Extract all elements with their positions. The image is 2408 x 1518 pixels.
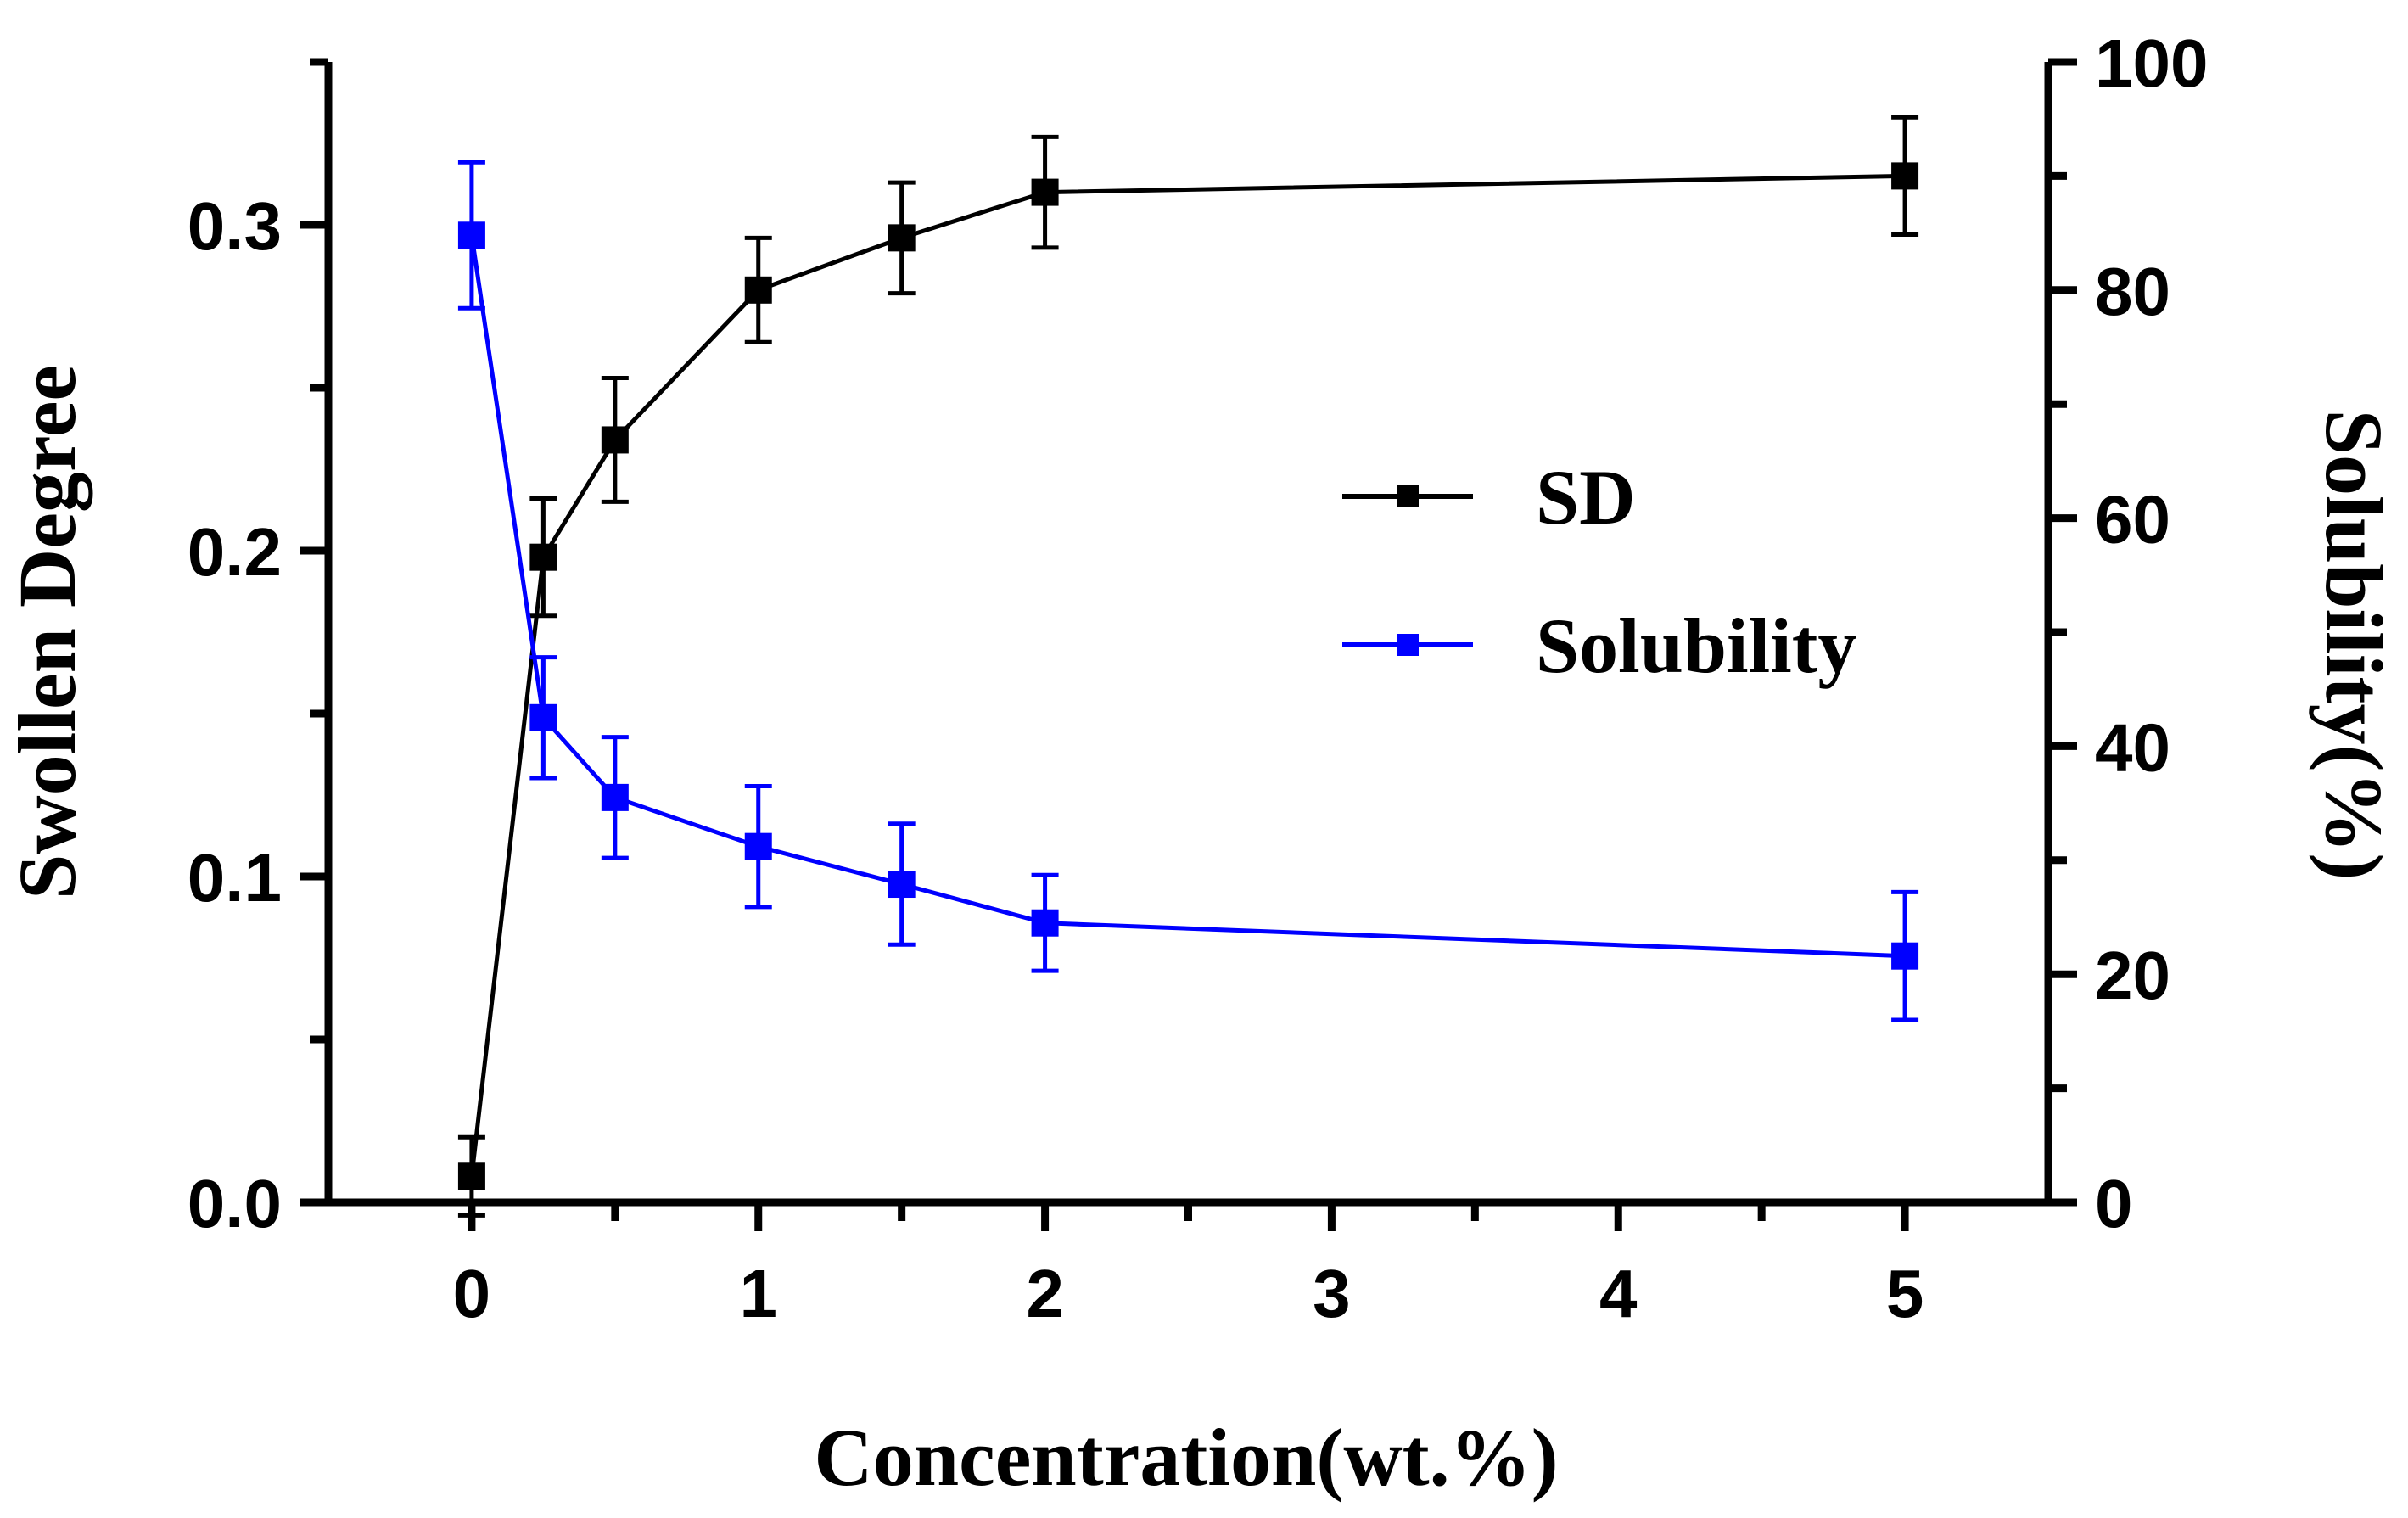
sd-point [529, 543, 557, 571]
legend: SD Solubility [1342, 454, 1856, 689]
x-tick-label: 4 [1599, 1256, 1638, 1331]
solubility-point [888, 871, 916, 899]
y-left-tick-label: 0.3 [188, 188, 282, 264]
y-right-axis-title: Solubility(%) [2309, 410, 2400, 881]
x-tick-label: 2 [1026, 1256, 1064, 1331]
y-right-tick-label: 0 [2095, 1166, 2133, 1241]
x-tick-label: 0 [453, 1256, 491, 1331]
sd-point [888, 224, 916, 252]
legend-marker-solubility [1397, 634, 1419, 656]
y-left-axis-title: Swollen Degree [2, 365, 92, 899]
series-sd [457, 115, 1919, 1218]
solubility-line [469, 234, 1906, 959]
legend-label-solubility: Solubility [1536, 602, 1856, 689]
sd-point [457, 1162, 485, 1190]
legend-marker-sd [1397, 485, 1419, 507]
sd-point [1891, 162, 1919, 190]
y-right-tick-label: 100 [2095, 25, 2208, 101]
tick-labels: 0 1 2 3 4 5 0.0 0.1 0.2 0.3 0 20 40 60 80 100 [188, 25, 2209, 1331]
y-right-tick-label: 20 [2095, 938, 2170, 1013]
sd-point [1031, 178, 1059, 206]
series-solubility [457, 160, 1919, 1022]
y-right-tick-label: 40 [2095, 709, 2170, 785]
y-left-tick-label: 0.0 [188, 1166, 282, 1241]
x-tick-label: 3 [1313, 1256, 1351, 1331]
axis-ticks [300, 58, 2077, 1231]
sd-point [744, 276, 772, 304]
solubility-point [1891, 942, 1919, 970]
y-left-tick-label: 0.2 [188, 514, 282, 590]
sd-point [601, 426, 629, 454]
series-layer [457, 115, 1919, 1218]
x-tick-label: 5 [1886, 1256, 1924, 1331]
x-tick-label: 1 [740, 1256, 778, 1331]
solubility-point [744, 832, 772, 860]
legend-label-sd: SD [1536, 454, 1636, 541]
solubility-point [457, 221, 485, 249]
y-right-tick-label: 60 [2095, 482, 2170, 557]
y-right-tick-label: 80 [2095, 254, 2170, 329]
solubility-point [601, 783, 629, 811]
solubility-point [529, 703, 557, 731]
y-left-tick-label: 0.1 [188, 840, 282, 916]
x-axis-title: Concentration(wt.%) [814, 1412, 1558, 1503]
solubility-point [1031, 909, 1059, 937]
